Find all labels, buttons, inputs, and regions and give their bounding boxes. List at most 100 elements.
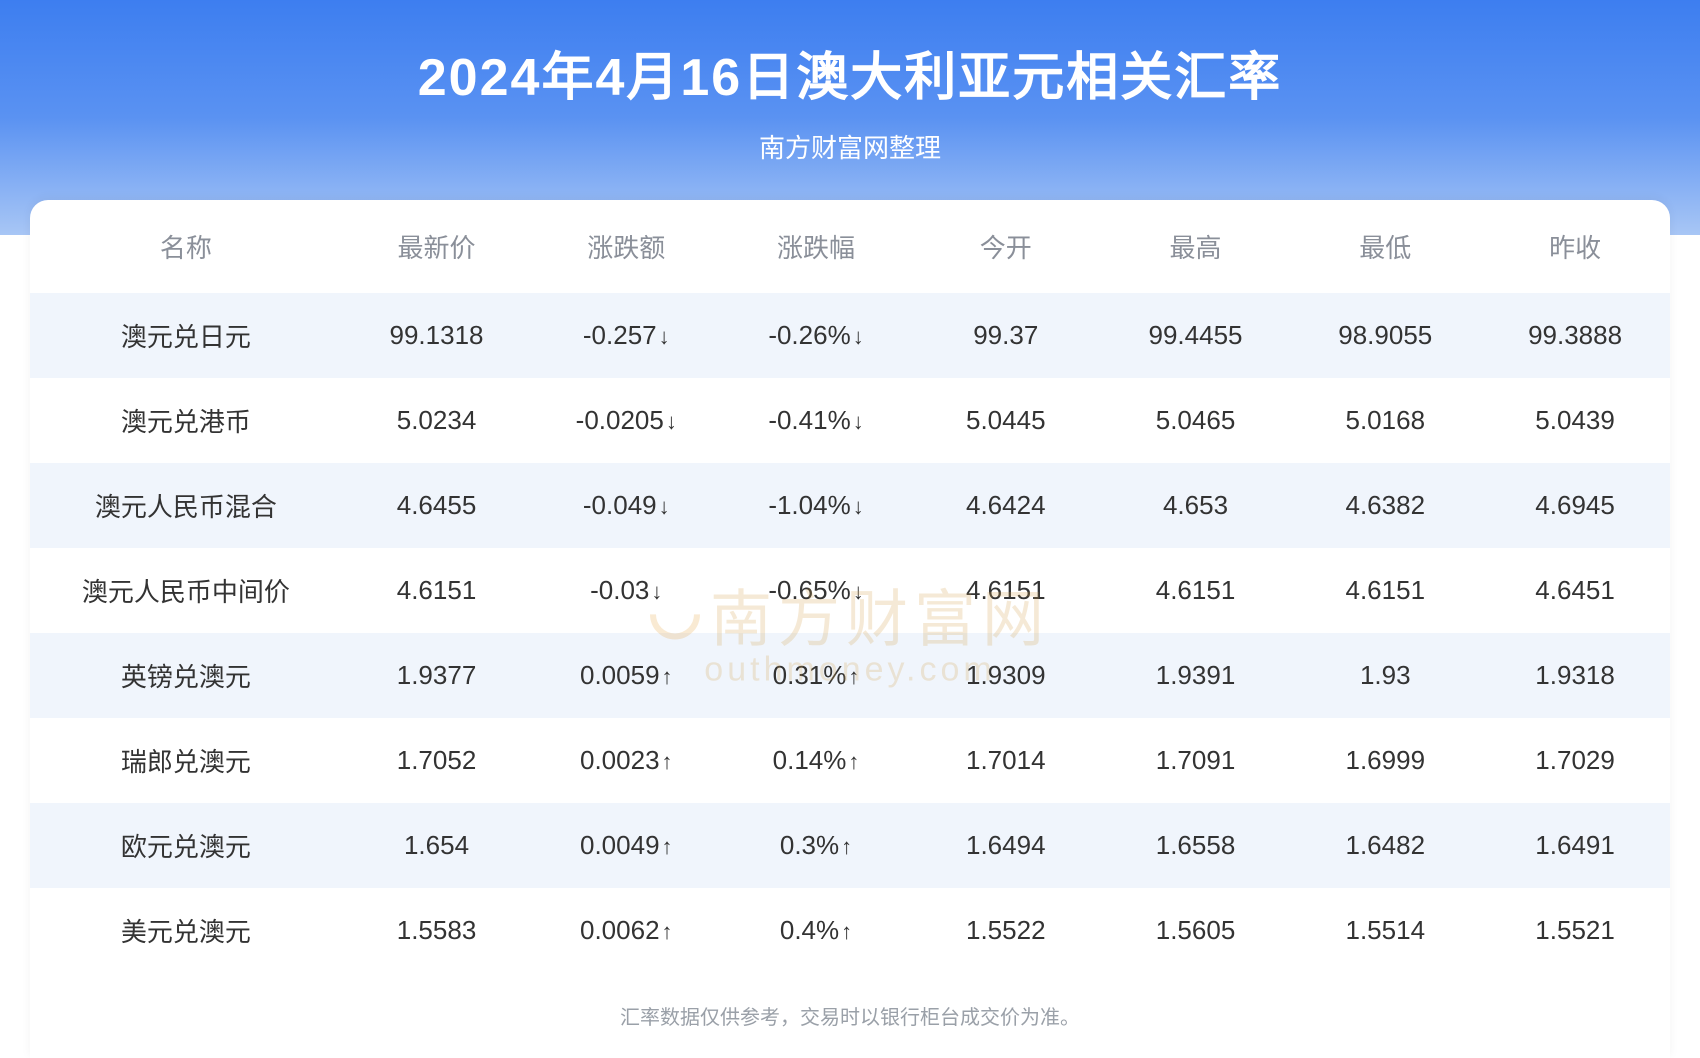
cell-name: 澳元人民币中间价	[30, 548, 342, 633]
arrow-down-icon: ↓	[651, 579, 662, 604]
cell-latest: 99.1318	[342, 293, 532, 378]
footer-note: 汇率数据仅供参考，交易时以银行柜台成交价为准。	[30, 973, 1670, 1058]
cell-changepct: -0.26%↓	[721, 293, 911, 378]
page-subtitle: 南方财富网整理	[0, 128, 1700, 165]
arrow-down-icon: ↓	[853, 324, 864, 349]
col-header-open: 今开	[911, 200, 1101, 293]
table-row: 瑞郎兑澳元1.70520.0023↑0.14%↑1.70141.70911.69…	[30, 718, 1670, 803]
cell-changepct: 0.4%↑	[721, 888, 911, 973]
cell-change: 0.0059↑	[531, 633, 721, 718]
cell-name: 澳元兑港币	[30, 378, 342, 463]
cell-name: 瑞郎兑澳元	[30, 718, 342, 803]
cell-name: 英镑兑澳元	[30, 633, 342, 718]
cell-name: 美元兑澳元	[30, 888, 342, 973]
arrow-up-icon: ↑	[662, 834, 673, 859]
cell-change: -0.03↓	[531, 548, 721, 633]
arrow-up-icon: ↑	[662, 749, 673, 774]
cell-prevclose: 5.0439	[1480, 378, 1670, 463]
arrow-up-icon: ↑	[848, 664, 859, 689]
col-header-changepct: 涨跌幅	[721, 200, 911, 293]
cell-open: 1.6494	[911, 803, 1101, 888]
arrow-down-icon: ↓	[659, 494, 670, 519]
cell-change: 0.0049↑	[531, 803, 721, 888]
cell-changepct: -1.04%↓	[721, 463, 911, 548]
cell-open: 4.6424	[911, 463, 1101, 548]
arrow-up-icon: ↑	[848, 749, 859, 774]
arrow-down-icon: ↓	[853, 494, 864, 519]
cell-changepct: -0.41%↓	[721, 378, 911, 463]
cell-prevclose: 1.6491	[1480, 803, 1670, 888]
cell-change: -0.0205↓	[531, 378, 721, 463]
cell-open: 1.7014	[911, 718, 1101, 803]
cell-low: 5.0168	[1290, 378, 1480, 463]
cell-high: 1.5605	[1101, 888, 1291, 973]
col-header-latest: 最新价	[342, 200, 532, 293]
table-row: 澳元人民币混合4.6455-0.049↓-1.04%↓4.64244.6534.…	[30, 463, 1670, 548]
cell-changepct: 0.14%↑	[721, 718, 911, 803]
table-row: 澳元兑港币5.0234-0.0205↓-0.41%↓5.04455.04655.…	[30, 378, 1670, 463]
cell-latest: 4.6151	[342, 548, 532, 633]
cell-open: 1.5522	[911, 888, 1101, 973]
cell-open: 1.9309	[911, 633, 1101, 718]
cell-high: 4.653	[1101, 463, 1291, 548]
cell-name: 澳元人民币混合	[30, 463, 342, 548]
cell-low: 1.5514	[1290, 888, 1480, 973]
cell-low: 1.93	[1290, 633, 1480, 718]
cell-latest: 1.5583	[342, 888, 532, 973]
cell-prevclose: 1.5521	[1480, 888, 1670, 973]
cell-change: 0.0023↑	[531, 718, 721, 803]
exchange-rate-table: 名称 最新价 涨跌额 涨跌幅 今开 最高 最低 昨收 澳元兑日元99.1318-…	[30, 200, 1670, 973]
cell-latest: 5.0234	[342, 378, 532, 463]
arrow-down-icon: ↓	[659, 324, 670, 349]
cell-low: 4.6382	[1290, 463, 1480, 548]
table-row: 澳元人民币中间价4.6151-0.03↓-0.65%↓4.61514.61514…	[30, 548, 1670, 633]
table-row: 欧元兑澳元1.6540.0049↑0.3%↑1.64941.65581.6482…	[30, 803, 1670, 888]
cell-low: 4.6151	[1290, 548, 1480, 633]
cell-change: 0.0062↑	[531, 888, 721, 973]
cell-latest: 4.6455	[342, 463, 532, 548]
cell-open: 99.37	[911, 293, 1101, 378]
cell-open: 5.0445	[911, 378, 1101, 463]
arrow-up-icon: ↑	[841, 834, 852, 859]
cell-change: -0.257↓	[531, 293, 721, 378]
arrow-up-icon: ↑	[662, 664, 673, 689]
cell-name: 澳元兑日元	[30, 293, 342, 378]
table-header-row: 名称 最新价 涨跌额 涨跌幅 今开 最高 最低 昨收	[30, 200, 1670, 293]
table-body: 澳元兑日元99.1318-0.257↓-0.26%↓99.3799.445598…	[30, 293, 1670, 973]
cell-high: 5.0465	[1101, 378, 1291, 463]
cell-change: -0.049↓	[531, 463, 721, 548]
cell-latest: 1.9377	[342, 633, 532, 718]
col-header-prevclose: 昨收	[1480, 200, 1670, 293]
cell-changepct: -0.65%↓	[721, 548, 911, 633]
cell-latest: 1.7052	[342, 718, 532, 803]
cell-prevclose: 1.9318	[1480, 633, 1670, 718]
cell-open: 4.6151	[911, 548, 1101, 633]
cell-low: 1.6482	[1290, 803, 1480, 888]
cell-high: 1.7091	[1101, 718, 1291, 803]
arrow-down-icon: ↓	[853, 579, 864, 604]
cell-low: 1.6999	[1290, 718, 1480, 803]
cell-name: 欧元兑澳元	[30, 803, 342, 888]
col-header-name: 名称	[30, 200, 342, 293]
cell-low: 98.9055	[1290, 293, 1480, 378]
cell-high: 1.9391	[1101, 633, 1291, 718]
cell-changepct: 0.3%↑	[721, 803, 911, 888]
arrow-up-icon: ↑	[662, 919, 673, 944]
arrow-down-icon: ↓	[853, 409, 864, 434]
page-title: 2024年4月16日澳大利亚元相关汇率	[0, 35, 1700, 110]
col-header-change: 涨跌额	[531, 200, 721, 293]
cell-prevclose: 4.6945	[1480, 463, 1670, 548]
cell-high: 1.6558	[1101, 803, 1291, 888]
table-wrapper: 南方财富网 outhmoney.com 名称 最新价 涨跌额 涨跌幅 今开 最高…	[30, 200, 1670, 1058]
arrow-up-icon: ↑	[841, 919, 852, 944]
cell-high: 99.4455	[1101, 293, 1291, 378]
cell-prevclose: 4.6451	[1480, 548, 1670, 633]
col-header-high: 最高	[1101, 200, 1291, 293]
table-row: 英镑兑澳元1.93770.0059↑0.31%↑1.93091.93911.93…	[30, 633, 1670, 718]
cell-changepct: 0.31%↑	[721, 633, 911, 718]
table-row: 美元兑澳元1.55830.0062↑0.4%↑1.55221.56051.551…	[30, 888, 1670, 973]
table-row: 澳元兑日元99.1318-0.257↓-0.26%↓99.3799.445598…	[30, 293, 1670, 378]
arrow-down-icon: ↓	[666, 409, 677, 434]
cell-prevclose: 1.7029	[1480, 718, 1670, 803]
page-container: 2024年4月16日澳大利亚元相关汇率 南方财富网整理 南方财富网 outhmo…	[0, 0, 1700, 1000]
